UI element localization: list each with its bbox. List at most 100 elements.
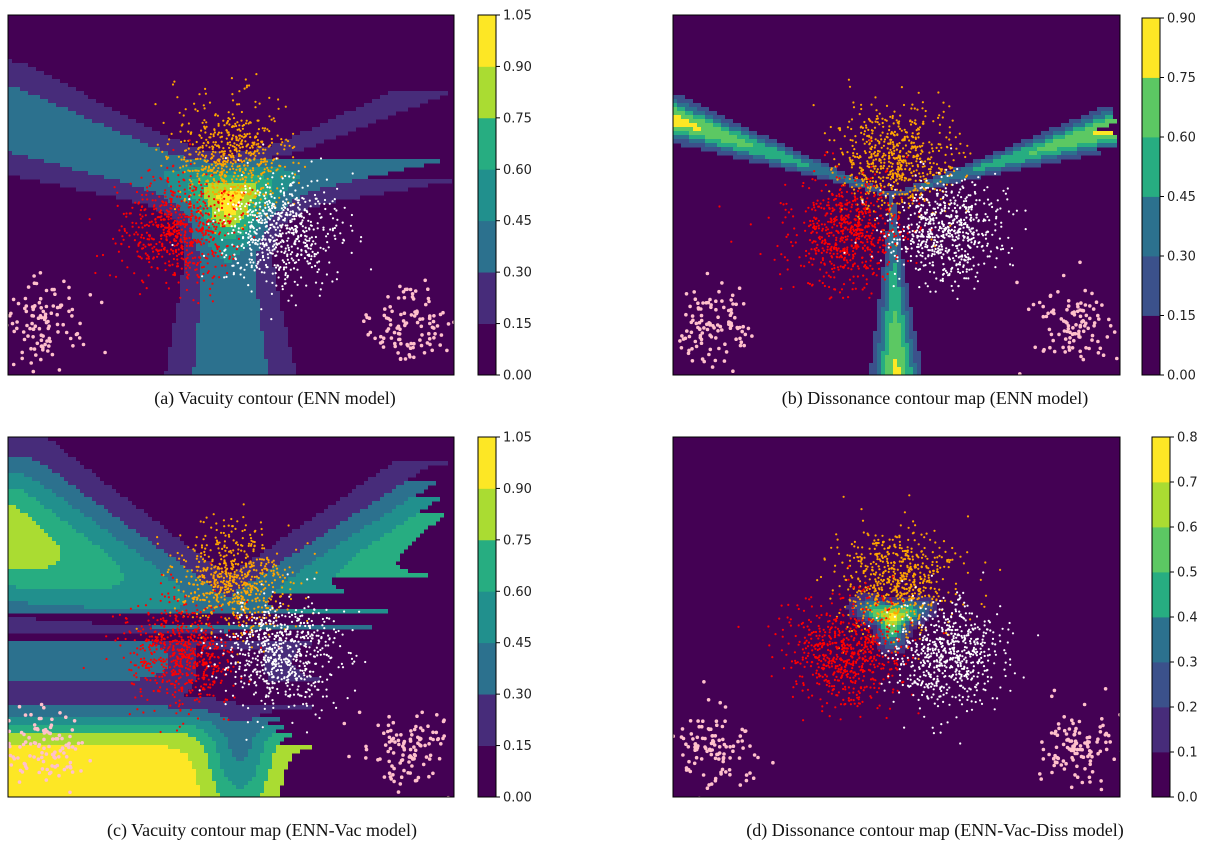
point-red [209,288,211,290]
point-white [275,223,277,225]
point-pink-right [433,332,437,336]
point-orange [264,587,266,589]
point-red [150,243,152,245]
point-pink-left [67,286,71,290]
point-white [315,236,317,238]
point-white [288,175,290,177]
point-white [922,216,924,218]
point-red [855,248,857,250]
point-orange [905,177,907,179]
point-red [145,194,147,196]
point-orange [917,165,919,167]
point-pink-right [1078,308,1082,312]
point-white [967,210,969,212]
point-orange [249,534,251,536]
point-orange [953,159,955,161]
point-pink-right [1015,281,1019,285]
point-orange [242,128,244,130]
point-orange [230,186,232,188]
point-white [278,217,280,219]
point-white [270,193,272,195]
point-white [250,199,252,201]
point-red [828,275,830,277]
point-white [292,204,294,206]
point-orange [232,579,234,581]
point-orange [853,189,855,191]
point-white [296,255,298,257]
point-orange [226,183,228,185]
point-orange [262,148,264,150]
point-red [825,272,827,274]
point-red [177,190,179,192]
point-white [999,207,1001,209]
point-red [161,243,163,245]
point-white [914,212,916,214]
point-red [223,198,225,200]
point-red [800,265,802,267]
point-white [274,264,276,266]
point-orange [248,594,250,596]
point-white [936,195,938,197]
point-red [170,185,172,187]
point-white [952,222,954,224]
point-red [809,220,811,222]
point-pink-right [418,338,422,342]
point-pink-right [441,311,445,315]
point-white [957,271,959,273]
point-red [847,235,849,237]
point-white [917,269,919,271]
point-orange [238,155,240,157]
point-white [214,212,216,214]
point-white [934,239,936,241]
point-red [163,229,165,231]
point-white [949,258,951,260]
point-white [243,276,245,278]
point-white [289,220,291,222]
point-white [952,236,954,238]
point-orange [241,634,243,636]
point-pink-left [684,337,688,341]
point-orange [216,193,218,195]
point-orange [204,107,206,109]
point-red [152,224,154,226]
point-orange [192,601,194,603]
point-white [967,277,969,279]
point-white [1016,210,1018,212]
point-white [284,274,286,276]
point-orange [869,190,871,192]
point-white [296,199,298,201]
point-white [247,215,249,217]
point-orange [224,535,226,537]
point-red [835,239,837,241]
point-orange [240,581,242,583]
point-red [836,253,838,255]
point-orange [165,156,167,158]
point-pink-left [42,310,46,314]
point-orange [252,562,254,564]
point-white [944,205,946,207]
point-orange [214,232,216,234]
point-red [191,245,193,247]
point-orange [262,158,264,160]
point-orange [927,158,929,160]
point-white [964,236,966,238]
point-white [232,203,234,205]
point-red [870,260,872,262]
point-white [1000,248,1002,250]
point-orange [950,144,952,146]
point-white [948,274,950,276]
point-orange [215,141,217,143]
point-red [853,276,855,278]
point-pink-left [45,339,49,343]
point-red [846,248,848,250]
point-white [241,191,243,193]
point-white [279,224,281,226]
point-white [272,249,274,251]
point-white [259,192,261,194]
point-red [218,202,220,204]
point-orange [260,161,262,163]
point-orange [912,202,914,204]
point-red [833,199,835,201]
point-orange [230,550,232,552]
point-white [255,209,257,211]
